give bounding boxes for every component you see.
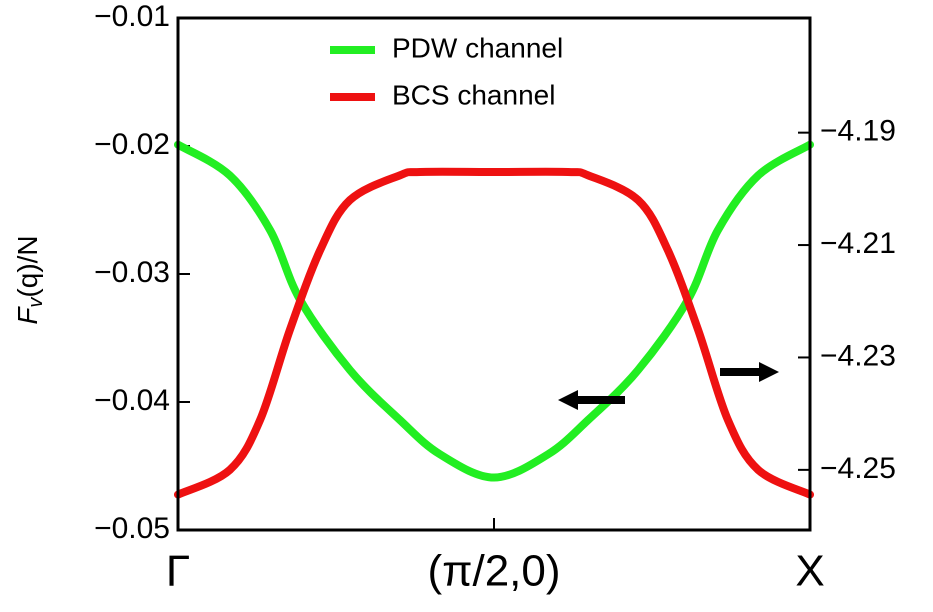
arrows (558, 362, 779, 410)
y-tick-label: −0.05 (94, 512, 170, 545)
legend-label: BCS channel (392, 79, 555, 110)
x-tick-label: (π/2,0) (427, 547, 560, 596)
arrow-body (575, 396, 625, 404)
y2-tick-label: −4.25 (820, 452, 896, 485)
series-line (174, 167, 814, 499)
arrow-head (759, 362, 779, 382)
y2-tick-label: −4.21 (820, 227, 896, 260)
y2-tick-label: −4.19 (820, 115, 896, 148)
arrow-head (558, 390, 578, 410)
y-tick-label: −0.01 (94, 0, 170, 33)
x-tick-label: X (795, 547, 824, 596)
y-label-rest: (q)/N (12, 235, 43, 297)
y-label-sub: v (25, 297, 47, 308)
y-axis-label: Fv(q)/N (12, 235, 47, 324)
y-label-main: F (12, 306, 43, 325)
plot-frame (176, 16, 812, 532)
x-tick-label: Γ (166, 547, 190, 596)
y2-tick-label: −4.23 (820, 339, 896, 372)
series-line (174, 140, 814, 482)
y-tick-label: −0.04 (94, 384, 170, 417)
y-tick-label: −0.03 (94, 256, 170, 289)
y-tick-label: −0.02 (94, 128, 170, 161)
arrow-body (720, 368, 762, 376)
legend-label: PDW channel (392, 32, 563, 63)
